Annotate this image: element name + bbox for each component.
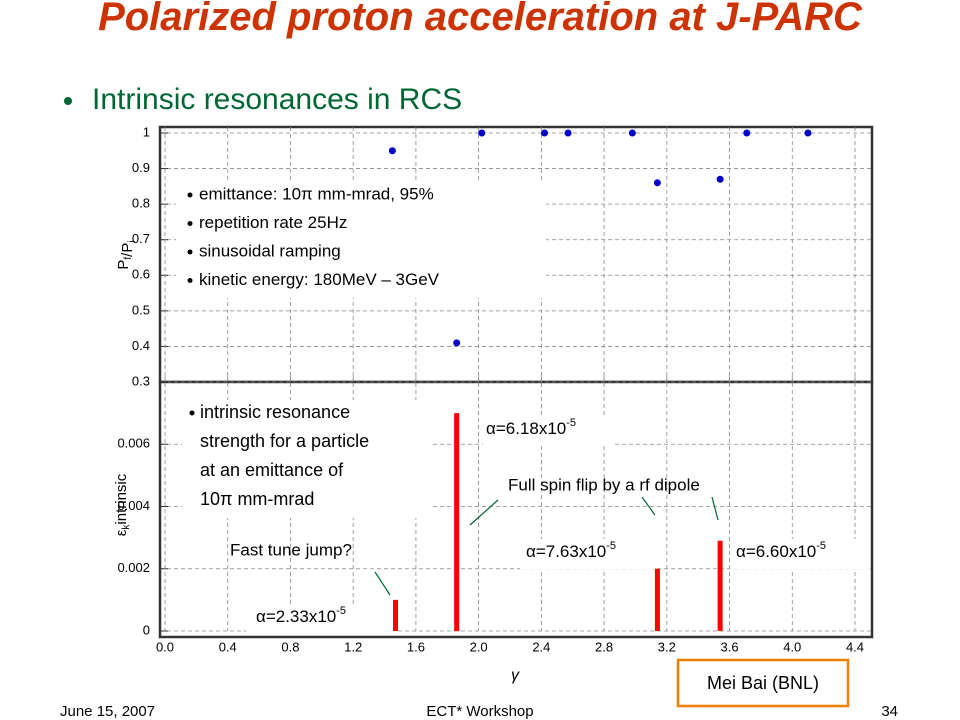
label-part: P (115, 260, 132, 270)
arrows (374, 496, 719, 596)
footer-date: June 15, 2007 (60, 703, 155, 720)
y-tick-label: 0.9 (132, 160, 150, 175)
x-tick-label: 2.4 (532, 639, 550, 654)
annotation-base: α=6.18x10 (486, 419, 566, 438)
bar (454, 413, 460, 631)
point (804, 129, 812, 137)
annotation-exp: -5 (336, 605, 346, 617)
point (743, 129, 751, 137)
annotation: α=6.18x10-5 (486, 417, 576, 439)
x-tick-label: 1.2 (344, 639, 362, 654)
point (716, 175, 724, 183)
slide-title: Polarized proton acceleration at J-PARC (98, 0, 862, 39)
bullet-text: Intrinsic resonances in RCS (92, 83, 462, 116)
label-box (730, 539, 870, 569)
y-tick-label: 0.8 (132, 196, 150, 211)
label-part: intrinsic (113, 473, 130, 524)
arrow (711, 496, 719, 521)
annotation-exp: -5 (606, 540, 616, 552)
note-text: emittance: 10π mm-mrad, 95% (199, 184, 434, 203)
note-bullet (187, 278, 193, 283)
x-tick-label: 0.0 (156, 639, 174, 654)
point (388, 147, 396, 155)
x-tick-label: 4.4 (846, 639, 864, 654)
credit: Mei Bai (BNL) (707, 673, 819, 693)
label-sub: i (127, 240, 138, 242)
bullet-dot (64, 97, 72, 105)
note-box (176, 180, 546, 298)
point (478, 129, 486, 137)
x-tick-label: 2.8 (595, 639, 613, 654)
x-axis-label: γ (511, 667, 520, 684)
x-tick-label: 3.6 (721, 639, 739, 654)
annotation-exp: -5 (816, 540, 826, 552)
point (564, 129, 572, 137)
note-bullet (187, 221, 193, 226)
label-box (520, 539, 655, 569)
note-bullet (187, 249, 193, 255)
note-text: intrinsic resonance (200, 402, 350, 422)
credit-box (676, 658, 850, 708)
annotation-base: α=7.63x10 (526, 542, 606, 561)
x-tick-label: 3.2 (658, 639, 676, 654)
y-tick-label: 0.006 (117, 436, 150, 451)
y-axis-label: Pf/Pi (115, 240, 138, 269)
footer-page: 34 (881, 703, 898, 720)
arrow (641, 496, 656, 516)
label-part: ε (113, 529, 130, 536)
label-box (246, 604, 396, 632)
arrow (374, 571, 391, 596)
y-tick-label: 0.002 (117, 560, 150, 575)
annotation: α=6.60x10-5 (736, 540, 826, 562)
bar (393, 599, 399, 631)
note-text: strength for a particle (200, 431, 369, 451)
note-bullet (189, 410, 195, 416)
point (653, 179, 661, 187)
x-tick-label: 2.0 (470, 639, 488, 654)
label-box (483, 416, 613, 446)
note-bullet (187, 192, 193, 198)
label-part: /P (119, 243, 136, 257)
annotation-exp: -5 (566, 417, 576, 429)
y-tick-label: 0.5 (132, 302, 150, 317)
note-text: 10π mm-mrad (200, 489, 314, 509)
x-tick-label: 1.6 (407, 639, 425, 654)
note-text: sinusoidal ramping (199, 241, 341, 260)
y-tick-label: 0.004 (117, 498, 150, 513)
x-tick-label: 0.8 (281, 639, 299, 654)
annotation: α=7.63x10-5 (526, 540, 616, 562)
x-tick-label: 4.0 (783, 639, 801, 654)
note-text: kinetic energy: 180MeV – 3GeV (199, 270, 440, 289)
annotation: Fast tune jump? (230, 540, 352, 559)
annotation-base: α=2.33x10 (256, 607, 336, 626)
note-box (182, 400, 432, 518)
bar (717, 540, 723, 631)
arrow (469, 499, 499, 526)
annotation: Full spin flip by a rf dipole (508, 475, 700, 494)
note-text: repetition rate 25Hz (199, 213, 347, 232)
label-sub: k (121, 524, 132, 530)
point (628, 129, 636, 137)
y-tick-label: 1 (143, 124, 150, 139)
y-tick-label: 0.4 (132, 338, 150, 353)
point (453, 339, 461, 347)
y-tick-label: 0.7 (132, 231, 150, 246)
y-tick-label: 0 (143, 622, 150, 637)
y-tick-label: 0.3 (132, 373, 150, 388)
x-tick-label: 0.4 (219, 639, 237, 654)
y-tick-label: 0.6 (132, 267, 150, 282)
note-text: at an emittance of (200, 460, 344, 480)
label-sub: f (123, 257, 134, 260)
bar (654, 568, 660, 631)
annotation-base: α=6.60x10 (736, 542, 816, 561)
point (541, 129, 548, 137)
y-axis-label: εkintrinsic (113, 473, 132, 536)
annotation: α=2.33x10-5 (256, 605, 346, 627)
footer-event: ECT* Workshop (426, 703, 533, 720)
